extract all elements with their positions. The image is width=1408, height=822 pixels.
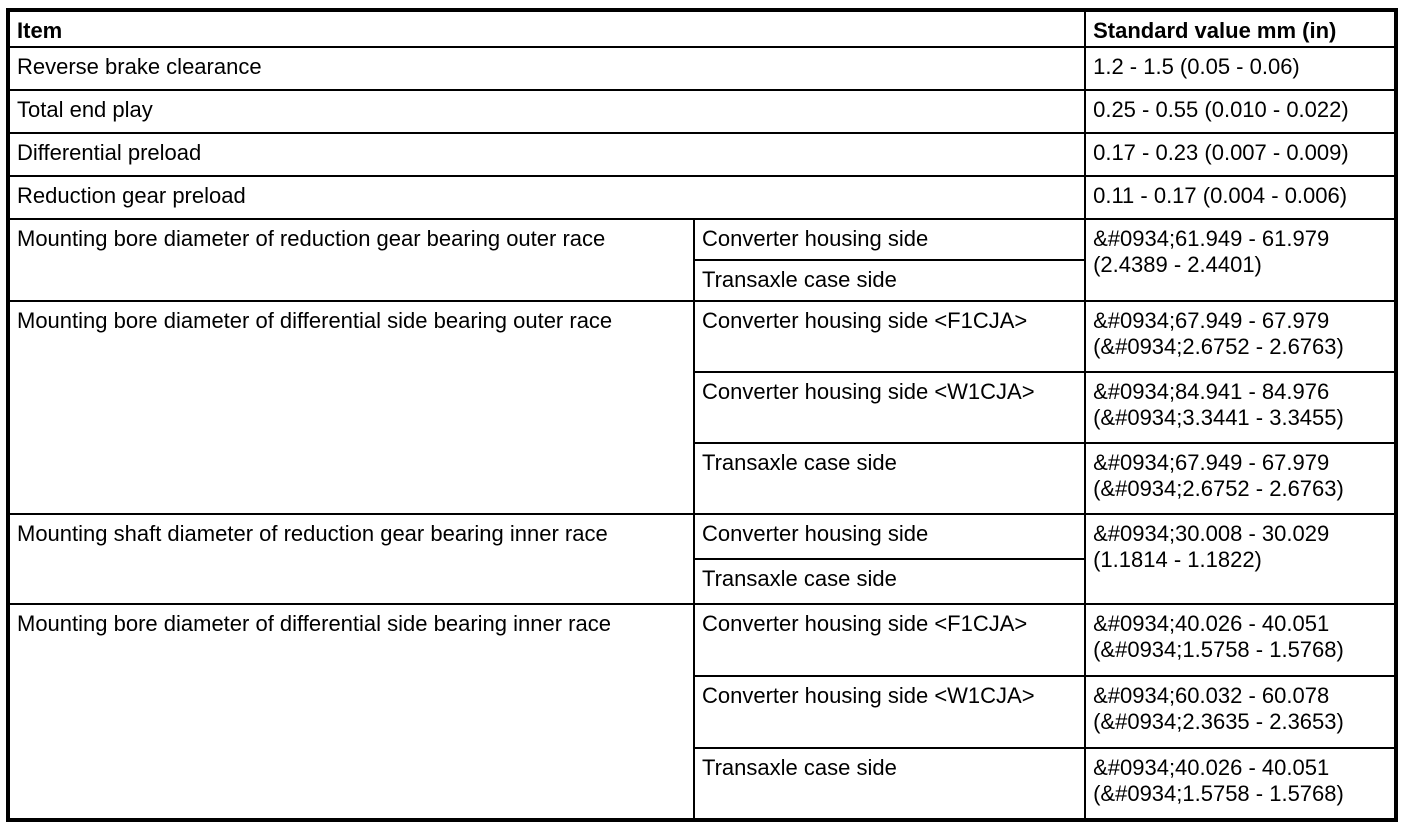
item-cell: Total end play <box>6 89 1087 134</box>
value-cell: &#0934;61.949 - 61.979 (2.4389 - 2.4401) <box>1084 218 1397 302</box>
group-item-cell: Mounting bore diameter of reduction gear… <box>7 218 695 302</box>
column-header-standard-value: Standard value mm (in) <box>1084 9 1397 48</box>
sub-item-cell: Converter housing side <W1CJA> <box>692 675 1087 749</box>
value-cell: 0.17 - 0.23 (0.007 - 0.009) <box>1084 132 1397 177</box>
value-cell: 1.2 - 1.5 (0.05 - 0.06) <box>1084 46 1397 91</box>
value-cell: 0.25 - 0.55 (0.010 - 0.022) <box>1084 89 1397 134</box>
value-cell: &#0934;67.949 - 67.979 (&#0934;2.6752 - … <box>1084 442 1397 515</box>
table-row: Mounting bore diameter of differential s… <box>7 300 1397 515</box>
table-row: Transaxle case side <box>8 259 1396 302</box>
table-row: Differential preload 0.17 - 0.23 (0.007 … <box>6 132 1397 177</box>
sub-item-cell: Converter housing side <W1CJA> <box>692 371 1087 444</box>
value-cell: &#0934;40.026 - 40.051 (&#0934;1.5758 - … <box>1084 747 1397 821</box>
table-row: Converter housing side <W1CJA> &#0934;84… <box>8 371 1397 444</box>
item-cell: Reduction gear preload <box>6 175 1087 220</box>
sub-item-cell: Transaxle case side <box>692 747 1087 821</box>
group-item-cell: Mounting bore diameter of differential s… <box>7 603 695 821</box>
table-header-row: Item Standard value mm (in) <box>6 9 1397 48</box>
table-row: Mounting bore diameter of differential s… <box>7 603 1397 821</box>
sub-item-cell: Converter housing side <box>692 513 1087 560</box>
group-item-cell: Mounting shaft diameter of reduction gea… <box>7 513 695 605</box>
column-header-item: Item <box>6 9 1087 48</box>
sub-item-cell: Converter housing side <F1CJA> <box>692 300 1087 373</box>
table-row: Total end play 0.25 - 0.55 (0.010 - 0.02… <box>6 89 1397 134</box>
table-row: Transaxle case side <box>8 558 1396 605</box>
table-row: Reverse brake clearance 1.2 - 1.5 (0.05 … <box>6 46 1397 91</box>
specification-table: Item Standard value mm (in) Reverse brak… <box>6 8 1398 822</box>
value-cell: 0.11 - 0.17 (0.004 - 0.006) <box>1084 175 1397 220</box>
sub-item-cell: Transaxle case side <box>692 558 1087 605</box>
table-row: Transaxle case side &#0934;67.949 - 67.9… <box>8 442 1397 515</box>
sub-item-cell: Converter housing side <box>692 218 1087 261</box>
item-cell: Reverse brake clearance <box>6 46 1087 91</box>
group-item-cell: Mounting bore diameter of differential s… <box>7 300 695 515</box>
table-row: Transaxle case side &#0934;40.026 - 40.0… <box>8 747 1397 821</box>
sub-item-cell: Converter housing side <F1CJA> <box>692 603 1087 677</box>
table-row: Converter housing side <W1CJA> &#0934;60… <box>8 675 1397 749</box>
value-cell: &#0934;40.026 - 40.051 (&#0934;1.5758 - … <box>1084 603 1397 677</box>
item-cell: Differential preload <box>6 132 1087 177</box>
value-cell: &#0934;60.032 - 60.078 (&#0934;2.3635 - … <box>1084 675 1397 749</box>
sub-item-cell: Transaxle case side <box>692 442 1087 515</box>
sub-item-cell: Transaxle case side <box>692 259 1087 302</box>
value-cell: &#0934;67.949 - 67.979 (&#0934;2.6752 - … <box>1084 300 1397 373</box>
table-row: Mounting shaft diameter of reduction gea… <box>7 513 1397 605</box>
table-row: Reduction gear preload 0.11 - 0.17 (0.00… <box>6 175 1397 220</box>
value-cell: &#0934;84.941 - 84.976 (&#0934;3.3441 - … <box>1084 371 1397 444</box>
table-row: Mounting bore diameter of reduction gear… <box>7 218 1397 302</box>
value-cell: &#0934;30.008 - 30.029 (1.1814 - 1.1822) <box>1084 513 1397 605</box>
